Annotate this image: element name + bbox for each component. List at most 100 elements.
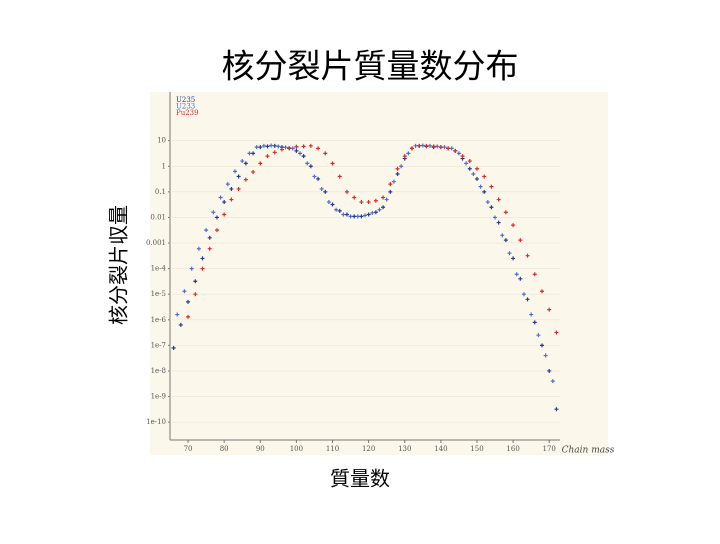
point [269,143,274,148]
x-tick-label: 110 [326,445,339,453]
point [186,314,191,319]
point [363,213,368,218]
point [446,146,451,151]
point [214,228,219,233]
point [467,166,472,171]
point [391,179,396,184]
point [373,210,378,215]
y-tick-label: 1e-5 [151,290,166,298]
point [308,143,313,148]
point [243,177,248,182]
point [330,202,335,207]
point [182,289,187,294]
point [474,176,479,181]
point [229,197,234,202]
point [478,184,483,189]
point [222,212,227,217]
point [294,148,299,153]
point [464,161,469,166]
point [344,212,349,217]
point [395,166,400,171]
point [381,205,386,210]
point [428,143,433,148]
y-tick-label: 1e-6 [151,316,167,324]
point [308,164,313,169]
point [247,151,252,156]
point [547,368,552,373]
point [442,145,447,150]
y-tick-label: 0.1 [155,188,166,196]
point [316,176,321,181]
point [316,146,321,151]
point [312,174,317,179]
point [359,200,364,205]
point [359,214,364,219]
point [305,161,310,166]
point [518,276,523,281]
point [406,151,411,156]
point [175,312,180,317]
point [536,333,541,338]
point [323,151,328,156]
point [344,189,349,194]
point [301,154,306,159]
point [431,144,436,149]
axis-note: Chain mass [562,446,615,456]
point [373,198,378,203]
point [539,343,544,348]
y-tick-label: 1e-10 [146,418,166,426]
point [507,251,512,256]
point [233,169,238,174]
point [330,161,335,166]
point [489,205,494,210]
point [525,253,530,258]
point [243,161,248,166]
point [525,297,530,302]
point [511,256,516,261]
point [529,312,534,317]
point [438,145,443,150]
point [334,207,339,212]
point [503,210,508,215]
x-tick-label: 100 [290,445,303,453]
point [272,150,277,155]
point [554,407,559,412]
point [381,195,386,200]
point [355,214,360,219]
point [287,145,292,150]
point [496,197,501,202]
point [251,151,256,156]
point [500,233,505,238]
point [485,200,490,205]
point [337,208,342,213]
point [254,145,259,150]
point [352,214,357,219]
point [236,174,241,179]
point [236,186,241,191]
point [420,143,425,148]
point [204,228,209,233]
point [413,143,418,148]
point [521,292,526,297]
point [319,186,324,191]
point [547,307,552,312]
point [417,143,422,148]
x-tick-label: 120 [362,445,375,453]
point [290,146,295,151]
point [366,212,371,217]
point [399,164,404,169]
point [518,238,523,243]
point [409,146,414,151]
chart-title: 核分裂片質量数分布 [222,47,519,86]
point [196,246,201,251]
point [402,154,407,159]
x-tick-label: 160 [506,445,519,453]
point [207,246,212,251]
point [388,182,393,187]
x-tick-label: 70 [184,445,193,453]
point [543,353,548,358]
point [193,292,198,297]
point [283,145,288,150]
point [193,279,198,284]
